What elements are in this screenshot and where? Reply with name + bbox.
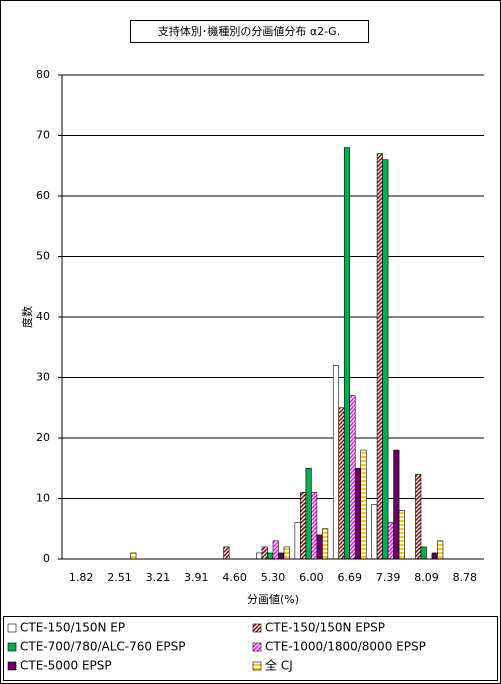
x-tick-label: 5.30 [261,571,286,584]
bar [305,467,312,560]
x-tick-label: 8.09 [414,571,439,584]
legend-swatch [7,623,17,633]
x-tick-label: 6.00 [299,571,324,584]
bar [311,492,318,560]
title-box [130,20,369,43]
legend-label: CTE-150/150N EP [20,621,125,635]
bar [382,159,389,560]
x-tick-label: 2.51 [107,571,132,584]
y-tick-label: 10 [36,492,50,505]
legend-label: 全 CJ [265,658,293,673]
bar [371,504,378,560]
legend-label: CTE-150/150N EPSP [265,621,385,635]
y-axis-label: 度数 [20,306,34,328]
y-tick-label: 20 [36,431,50,444]
legend-box [3,616,498,681]
legend-swatch [7,661,17,671]
x-tick-label: 3.21 [146,571,171,584]
bar [387,522,394,560]
bar [360,449,367,560]
bar [393,449,400,560]
x-tick-label: 3.91 [184,571,209,584]
bar [294,522,301,560]
bar [354,467,362,560]
bar [349,395,356,560]
y-tick-label: 70 [36,129,50,142]
legend-label: CTE-700/780/ALC-760 EPSP [20,640,186,654]
legend-label: CTE-5000 EPSP [20,659,112,673]
bar [256,552,263,560]
bar [316,534,323,560]
x-tick-label: 4.60 [222,571,247,584]
x-axis-label: 分画値(%) [247,593,299,606]
x-tick-label: 1.82 [69,571,94,584]
bar [223,546,230,560]
bar [338,407,345,560]
legend-swatch [7,642,17,652]
y-tick-label: 30 [36,371,50,384]
bar [437,540,444,560]
y-tick-label: 80 [36,68,50,81]
x-tick-label: 6.69 [337,571,362,584]
y-tick-label: 50 [36,250,50,263]
legend-swatch [252,661,262,671]
y-tick-label: 60 [36,189,50,202]
bar [332,365,340,560]
legend-label: CTE-1000/1800/8000 EPSP [265,640,426,654]
legend-swatch [252,642,262,652]
bar [322,528,329,560]
bar [420,546,427,560]
bar [431,552,438,560]
bar [343,147,351,560]
y-tick-label: 40 [36,310,50,323]
bar [278,552,285,560]
y-tick-label: 0 [43,552,50,565]
bar [300,492,307,560]
bar [267,552,274,560]
bar [398,510,405,560]
bar [130,552,137,560]
legend-swatch [252,623,262,633]
bar [261,546,268,560]
chart-title: 支持体別･機種別の分画値分布 α2-G. [158,24,340,38]
x-tick-label: 7.39 [376,571,401,584]
bar [415,473,422,560]
bar [376,153,383,560]
bar [272,540,279,560]
x-tick-label: 8.78 [453,571,478,584]
bar [283,546,290,560]
